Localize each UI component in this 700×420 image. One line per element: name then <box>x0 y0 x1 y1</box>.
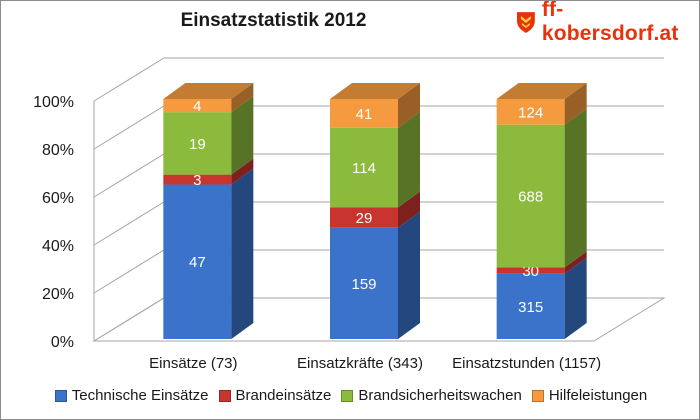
y-tick-label: 60% <box>42 190 74 207</box>
chart-legend: Technische Einsätze Brandeinsätze Brandsic… <box>1 387 699 404</box>
chart-title: Einsatzstatistik 2012 <box>180 10 367 31</box>
bar-front <box>163 184 232 339</box>
legend-item: Technische Einsätze <box>54 387 209 404</box>
legend-item: Brandsicherheitswachen <box>341 387 522 404</box>
bar-segment: 688 <box>496 108 587 268</box>
fire-brigade-shield-icon <box>516 12 535 33</box>
bar-front <box>163 112 232 175</box>
legend-label: Brandsicherheitswachen <box>358 387 522 404</box>
data-label: 114 <box>352 160 376 177</box>
bar-side <box>564 251 587 274</box>
bar-segment: 3 <box>163 158 254 189</box>
legend-item: Hilfeleistungen <box>531 387 648 404</box>
y-tick-label: 0% <box>51 334 74 351</box>
brand-text: ff-kobersdorf.at <box>541 0 679 45</box>
bar-segment: 159 <box>330 211 420 339</box>
bar-segment: 47 <box>163 168 254 339</box>
legend-swatch <box>218 389 231 402</box>
legend-swatch <box>54 389 67 402</box>
data-label: 159 <box>351 276 376 293</box>
bar-segment: 315 <box>496 257 587 339</box>
data-label: 41 <box>356 106 373 123</box>
bar-front <box>163 99 232 113</box>
bar-segment: 114 <box>330 111 420 208</box>
bar-side <box>398 111 420 208</box>
legend-swatch <box>341 389 354 402</box>
data-label: 47 <box>189 254 206 271</box>
x-tick-label: Einsatzkräfte (343) <box>297 355 423 372</box>
bar-front <box>496 124 565 268</box>
bar-front <box>330 99 398 128</box>
data-label: 4 <box>193 98 201 115</box>
bar-front <box>496 273 565 339</box>
bar-front <box>330 207 398 228</box>
bar-side <box>398 83 420 128</box>
bar-side <box>231 83 254 113</box>
legend-item: Brandeinsätze <box>218 387 332 404</box>
bar-front <box>330 227 398 339</box>
bar-front <box>163 174 232 185</box>
bar-front <box>496 99 565 125</box>
y-tick-label: 80% <box>42 142 74 159</box>
data-label: 29 <box>356 210 373 227</box>
bar-side <box>231 96 254 175</box>
bar-side <box>398 211 420 339</box>
y-tick-label: 100% <box>33 94 74 111</box>
bar-front <box>330 127 398 208</box>
data-label: 19 <box>189 136 206 153</box>
bar-side <box>398 191 420 228</box>
legend-swatch <box>531 389 544 402</box>
data-label: 688 <box>518 189 543 206</box>
bar-segment: 29 <box>330 191 420 228</box>
bar-segment: 41 <box>330 83 420 128</box>
bar-front <box>496 267 565 274</box>
bar-top <box>496 83 587 99</box>
data-label: 315 <box>518 299 543 316</box>
y-tick-label: 20% <box>42 286 74 303</box>
y-tick-label: 40% <box>42 238 74 255</box>
bar-side <box>564 83 587 125</box>
bar-segment: 124 <box>496 83 587 125</box>
bar-segment: 19 <box>163 96 254 175</box>
brand-logo[interactable]: ff-kobersdorf.at <box>515 1 699 45</box>
bar-segment: 4 <box>163 83 254 115</box>
legend-label: Brandeinsätze <box>235 387 332 404</box>
bar-top <box>330 83 420 99</box>
bar-top <box>163 83 254 99</box>
x-tick-label: Einsatzstunden (1157) <box>452 355 601 372</box>
gridline <box>93 57 664 102</box>
data-label: 124 <box>518 104 543 121</box>
bar-side <box>564 257 587 339</box>
bar-side <box>231 158 254 185</box>
data-label: 3 <box>193 172 201 189</box>
bar-side <box>231 168 254 339</box>
x-tick-label: Einsätze (73) <box>149 355 237 372</box>
legend-label: Technische Einsätze <box>71 387 209 404</box>
legend-label: Hilfeleistungen <box>548 387 648 404</box>
bar-side <box>564 108 587 268</box>
